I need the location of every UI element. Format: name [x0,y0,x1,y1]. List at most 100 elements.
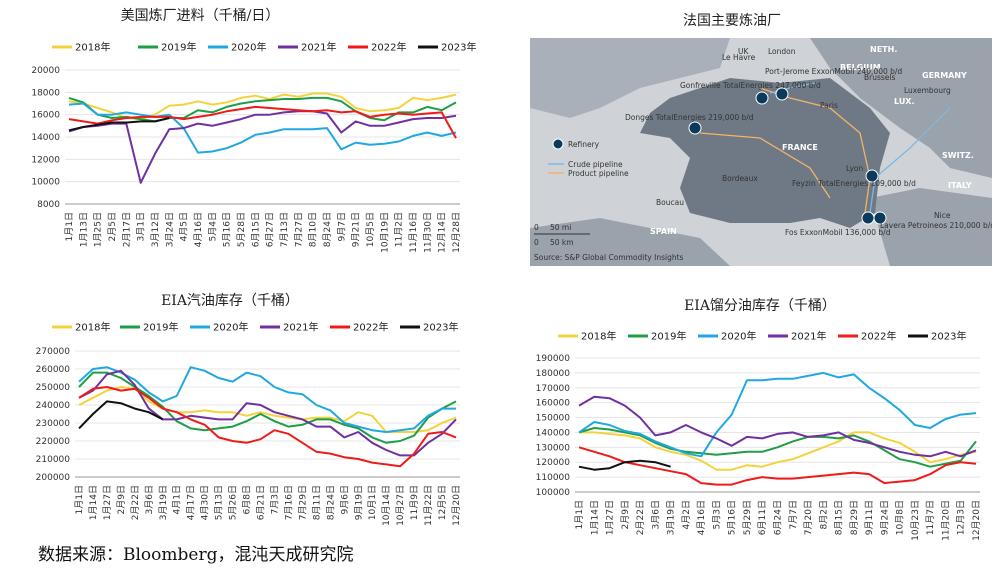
x-tick-label: 1月1日 [64,212,75,241]
x-tick-label: 1月1日 [574,500,585,529]
series-line [78,366,456,433]
x-tick-label: 3月19日 [666,500,677,535]
x-tick-label: 6月11日 [757,500,768,535]
map-title: 法国主要炼油厂 [683,13,781,29]
x-tick-label: 3月6日 [650,500,661,529]
svg-text:50 mi: 50 mi [550,223,571,232]
legend-label: 2019年 [143,321,178,334]
x-tick-label: 11月2日 [394,212,405,247]
x-tick-label: 7月29日 [297,485,308,520]
legend-refinery-icon [552,138,564,150]
x-tick-label: 1月27日 [102,485,113,520]
map-neighbors [810,38,992,178]
legend-label: 2018年 [581,330,616,343]
x-tick-label: 2月22日 [130,485,141,520]
chart-title: 美国炼厂进料（千桶/日） [121,8,280,24]
x-tick-label: 12月20日 [971,500,982,541]
x-tick-label: 11月22日 [423,485,434,526]
x-tick-label: 12月3日 [956,500,967,535]
x-tick-label: 6月15日 [250,212,261,247]
legend-label: 2021年 [791,330,826,343]
y-tick-label: 260000 [36,365,71,375]
svg-text:Boucau: Boucau [656,198,684,207]
legend-label: 2018年 [75,41,110,54]
x-tick-label: 6月8日 [242,485,253,514]
svg-text:Crude pipeline: Crude pipeline [568,160,623,169]
map-italy [870,188,992,266]
x-tick-label: 4月5日 [179,212,190,241]
legend-label: 2018年 [75,321,110,334]
x-tick-label: 11月20日 [940,500,951,541]
map-france [640,78,890,228]
legend-label: 2021年 [283,321,318,334]
svg-text:ITALY: ITALY [948,181,972,190]
x-tick-label: 9月24日 [879,500,890,535]
y-tick-label: 180000 [536,369,571,379]
refinery-icon [775,87,789,101]
x-tick-label: 3月6日 [144,485,155,514]
y-tick-label: 130000 [536,443,571,453]
x-tick-label: 4月2日 [681,500,692,529]
y-tick-label: 240000 [36,401,71,411]
y-tick-label: 270000 [36,347,71,357]
x-tick-label: 11月30日 [422,212,433,253]
x-tick-label: 6月21日 [256,485,267,520]
y-tick-label: 20000 [31,66,60,76]
x-tick-label: 11月16日 [408,212,419,253]
x-tick-label: 8月10日 [308,212,319,247]
x-tick-label: 10月8日 [895,500,906,535]
map-labels: UK London NETH. BELGIUM Brussels GERMANY… [650,45,974,236]
y-tick-label: 110000 [536,473,571,483]
series-line [78,386,457,468]
legend-label: 2019年 [651,330,686,343]
legend-label: 2022年 [353,321,388,334]
x-tick-label: 8月24日 [325,485,336,520]
refinery-icon [873,211,887,225]
x-tick-label: 4月1日 [172,485,183,514]
map-spain [530,218,730,266]
eia-distillate-stocks-chart: EIA馏分油库存（千桶） 2018年 2019年 2020年 2021年 2022年 202… [536,298,982,541]
data-source: 数据来源：Bloomberg，混沌天成研究院 [38,545,354,565]
x-tick-label: 3月19日 [158,485,169,520]
x-tick-label: 7月27日 [293,212,304,247]
svg-text:Refinery: Refinery [568,140,600,149]
y-tick-label: 120000 [536,458,571,468]
x-tick-label: 3月1日 [136,212,147,241]
svg-text:SPAIN: SPAIN [650,227,677,236]
x-tick-label: 7月7日 [788,500,799,529]
y-tick-label: 190000 [536,354,571,364]
svg-text:Le Havre: Le Havre [722,53,756,62]
x-tick-label: 10月23日 [910,500,921,541]
x-tick-label: 4月17日 [186,485,197,520]
y-tick-label: 10000 [31,178,60,188]
x-tick-label: 4月16日 [696,500,707,535]
legend-label: 2020年 [721,330,756,343]
x-tick-label: 5月4日 [207,212,218,241]
chart-title: EIA馏分油库存（千桶） [684,298,836,314]
crude-pipeline [869,107,951,214]
x-tick-label: 9月19日 [353,485,364,520]
series-line [578,395,977,458]
legend-label: 2023年 [423,321,458,334]
x-tick-label: 12月14日 [437,212,448,253]
series-line [68,102,457,154]
x-tick-label: 12月28日 [451,212,462,253]
x-tick-label: 8月15日 [834,500,845,535]
product-pipeline-2 [699,132,831,199]
x-tick-label: 6月27日 [265,212,276,247]
legend-label: 2020年 [231,41,266,54]
legend-label: 2023年 [441,41,476,54]
series-line [78,400,164,430]
svg-text:Feyzin TotalEnergies 109,000 b: Feyzin TotalEnergies 109,000 b/d [792,179,916,188]
x-tick-label: 10月5日 [365,212,376,247]
svg-text:NETH.: NETH. [870,45,897,54]
y-tick-label: 18000 [31,88,60,98]
y-tick-label: 14000 [31,133,60,143]
refinery-icon [755,91,769,105]
svg-text:Donges TotalEnergies 219,000 b: Donges TotalEnergies 219,000 b/d [625,113,754,122]
x-tick-label: 2月17日 [121,212,132,247]
y-tick-label: 140000 [536,428,571,438]
x-tick-label: 1月1日 [74,485,85,514]
svg-text:UK: UK [738,47,749,56]
svg-text:Gonfreville TotalEnergies 247,: Gonfreville TotalEnergies 247,000 b/d [680,81,821,90]
